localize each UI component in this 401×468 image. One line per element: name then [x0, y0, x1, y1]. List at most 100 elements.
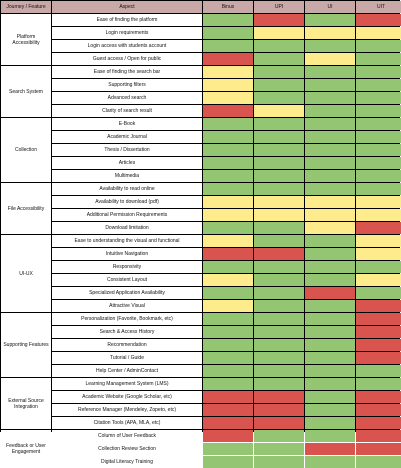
- rating-cell: [254, 339, 304, 351]
- rating-cell: [254, 391, 304, 403]
- rating-cell: [254, 326, 304, 338]
- aspect-cell: Supporting filters: [52, 79, 202, 91]
- aspect-cell: Consistent Layout: [52, 274, 202, 286]
- rating-cell: [305, 248, 355, 260]
- rating-cell: [356, 157, 401, 169]
- rating-cell: [305, 183, 355, 195]
- rating-cell: [203, 404, 253, 416]
- rating-cell: [305, 313, 355, 325]
- rating-cell: [305, 391, 355, 403]
- rating-cell: [203, 118, 253, 130]
- rating-cell: [254, 79, 304, 91]
- rating-cell: [254, 222, 304, 234]
- rating-cell: [305, 209, 355, 221]
- header-ui: UI: [305, 1, 355, 13]
- aspect-cell: Tutorial / Guide: [52, 352, 202, 364]
- rating-cell: [356, 417, 401, 429]
- aspect-cell: Download limitation: [52, 222, 202, 234]
- rating-cell: [305, 92, 355, 104]
- rating-cell: [203, 417, 253, 429]
- aspect-cell: E-Book: [52, 118, 202, 130]
- aspect-cell: Attractive Visual: [52, 300, 202, 312]
- rating-cell: [254, 235, 304, 247]
- rating-cell: [356, 53, 401, 65]
- rating-cell: [254, 365, 304, 377]
- rating-cell: [305, 40, 355, 52]
- rating-cell: [254, 209, 304, 221]
- rating-cell: [305, 456, 355, 468]
- aspect-cell: Additional Permission Requirements: [52, 209, 202, 221]
- rating-cell: [254, 170, 304, 182]
- rating-cell: [203, 157, 253, 169]
- rating-cell: [305, 339, 355, 351]
- aspect-cell: Ease of finding the search bar: [52, 66, 202, 78]
- rating-cell: [254, 456, 304, 468]
- rating-cell: [203, 66, 253, 78]
- header-journey: Journey / Feature: [1, 1, 51, 13]
- rating-cell: [356, 92, 401, 104]
- aspect-cell: Intuitive Navigation: [52, 248, 202, 260]
- rating-cell: [305, 417, 355, 429]
- rating-cell: [203, 287, 253, 299]
- rating-cell: [254, 378, 304, 390]
- aspect-cell: Citation Tools (APA, MLA, etc): [52, 417, 202, 429]
- rating-cell: [305, 222, 355, 234]
- rating-cell: [203, 53, 253, 65]
- rating-cell: [254, 417, 304, 429]
- rating-cell: [254, 352, 304, 364]
- rating-cell: [254, 261, 304, 273]
- rating-cell: [203, 196, 253, 208]
- rating-cell: [203, 170, 253, 182]
- rating-cell: [356, 248, 401, 260]
- rating-cell: [356, 391, 401, 403]
- rating-cell: [254, 313, 304, 325]
- rating-cell: [356, 326, 401, 338]
- rating-cell: [203, 365, 253, 377]
- aspect-cell: Articles: [52, 157, 202, 169]
- aspect-cell: Search & Access History: [52, 326, 202, 338]
- aspect-cell: Ease to understanding the visual and fun…: [52, 235, 202, 247]
- aspect-cell: Academic Website (Google Scholar, etc): [52, 391, 202, 403]
- journey-feature-cell: Search System: [1, 66, 51, 117]
- rating-cell: [203, 378, 253, 390]
- aspect-cell: Login access with students account: [52, 40, 202, 52]
- rating-cell: [203, 209, 253, 221]
- rating-cell: [203, 261, 253, 273]
- rating-cell: [356, 456, 401, 468]
- rating-cell: [203, 92, 253, 104]
- rating-cell: [305, 287, 355, 299]
- aspect-cell: Multimedia: [52, 170, 202, 182]
- aspect-cell: Responsivity: [52, 261, 202, 273]
- rating-cell: [203, 326, 253, 338]
- aspect-cell: Guest access / Open for public: [52, 53, 202, 65]
- rating-cell: [356, 196, 401, 208]
- rating-cell: [305, 118, 355, 130]
- header-aspect: Aspect: [52, 1, 202, 13]
- header-uit: UIT: [356, 1, 401, 13]
- aspect-cell: Specialized Application Availability: [52, 287, 202, 299]
- rating-cell: [356, 365, 401, 377]
- rating-cell: [305, 235, 355, 247]
- rating-cell: [203, 339, 253, 351]
- aspect-cell: Login requirements: [52, 27, 202, 39]
- rating-cell: [356, 274, 401, 286]
- rating-cell: [203, 105, 253, 117]
- rating-cell: [305, 157, 355, 169]
- rating-cell: [203, 183, 253, 195]
- rating-cell: [356, 66, 401, 78]
- rating-cell: [356, 144, 401, 156]
- rating-cell: [305, 66, 355, 78]
- rating-cell: [356, 105, 401, 117]
- rating-cell: [305, 352, 355, 364]
- rating-cell: [254, 105, 304, 117]
- rating-cell: [203, 144, 253, 156]
- rating-cell: [254, 27, 304, 39]
- aspect-cell: Digital Literacy Training: [52, 456, 202, 468]
- rating-cell: [356, 300, 401, 312]
- rating-cell: [254, 196, 304, 208]
- rating-cell: [203, 300, 253, 312]
- rating-cell: [254, 131, 304, 143]
- rating-cell: [254, 443, 304, 455]
- aspect-cell: Personalization (Favorite, Bookmark, etc…: [52, 313, 202, 325]
- rating-cell: [305, 53, 355, 65]
